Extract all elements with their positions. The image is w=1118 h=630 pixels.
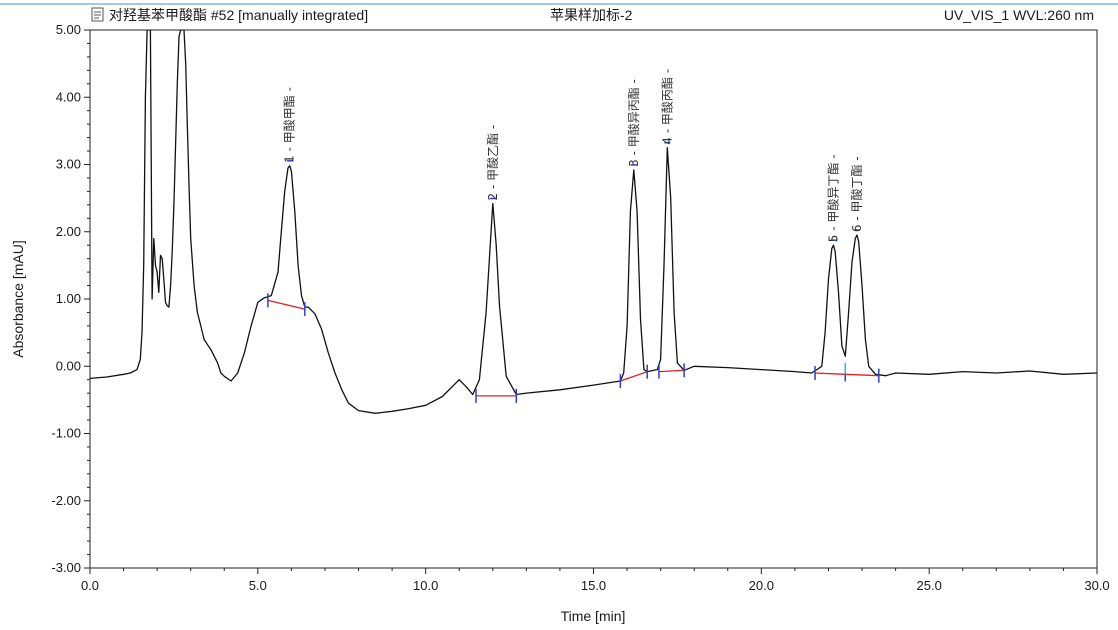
y-tick-label: 3.00 bbox=[56, 157, 81, 172]
integration-baseline bbox=[845, 373, 879, 377]
x-tick-label: 25.0 bbox=[917, 578, 942, 593]
x-axis: 0.0 5.0 10.0 15.0 20.0 25.0 30.0 bbox=[81, 568, 1110, 593]
y-axis: -3.00 -2.00 -1.00 0.00 1.00 2.00 3.00 4.00 5.00 bbox=[51, 22, 90, 575]
y-tick-label: 4.00 bbox=[56, 89, 81, 104]
peak-label: 2 - 甲酸乙酯 - bbox=[485, 125, 500, 201]
peak-label: 1 - 甲酸甲酯 - bbox=[282, 87, 297, 163]
sample-name: 苹果样加标-2 bbox=[550, 7, 633, 23]
channel-info: UV_VIS_1 WVL:260 nm bbox=[944, 7, 1094, 23]
peak-label: 3 - 甲酸异丙酯 - bbox=[626, 79, 641, 167]
x-tick-label: 30.0 bbox=[1084, 578, 1109, 593]
y-tick-label: 0.00 bbox=[56, 358, 81, 373]
integration-baseline bbox=[658, 369, 685, 373]
y-axis-label: Absorbance [mAU] bbox=[10, 240, 26, 358]
y-tick-label: 5.00 bbox=[56, 22, 81, 37]
x-tick-label: 5.0 bbox=[249, 578, 267, 593]
x-tick-label: 20.0 bbox=[749, 578, 774, 593]
sample-info: 对羟基苯甲酸酯 #52 [manually integrated] bbox=[109, 7, 368, 23]
x-axis-label: Time [min] bbox=[561, 608, 626, 624]
peak-label: 5 - 甲酸异丁酯 - bbox=[826, 154, 841, 242]
integration-markers bbox=[267, 293, 880, 403]
peak-label: 4 - 甲酸丙酯 - bbox=[659, 69, 674, 145]
integration-baseline bbox=[267, 299, 305, 310]
x-tick-label: 10.0 bbox=[413, 578, 438, 593]
chromatogram-trace bbox=[90, 30, 1097, 414]
y-tick-label: -1.00 bbox=[51, 426, 81, 441]
x-tick-label: 0.0 bbox=[81, 578, 99, 593]
y-tick-label: 2.00 bbox=[56, 224, 81, 239]
y-tick-label: 1.00 bbox=[56, 291, 81, 306]
x-tick-label: 15.0 bbox=[581, 578, 606, 593]
y-tick-label: -2.00 bbox=[51, 493, 81, 508]
integration-baselines bbox=[267, 299, 879, 397]
y-tick-label: -3.00 bbox=[51, 560, 81, 575]
peak-label: 6 - 甲酸丁酯 - bbox=[849, 156, 864, 232]
plot-frame bbox=[89, 29, 1098, 569]
peak-labels: 1 - 甲酸甲酯 - 2 - 甲酸乙酯 - 3 - 甲酸异丙酯 - 4 - 甲酸丙酯 … bbox=[282, 69, 864, 242]
integration-baseline bbox=[815, 372, 846, 375]
document-icon bbox=[91, 7, 104, 22]
integration-baseline bbox=[620, 371, 648, 382]
